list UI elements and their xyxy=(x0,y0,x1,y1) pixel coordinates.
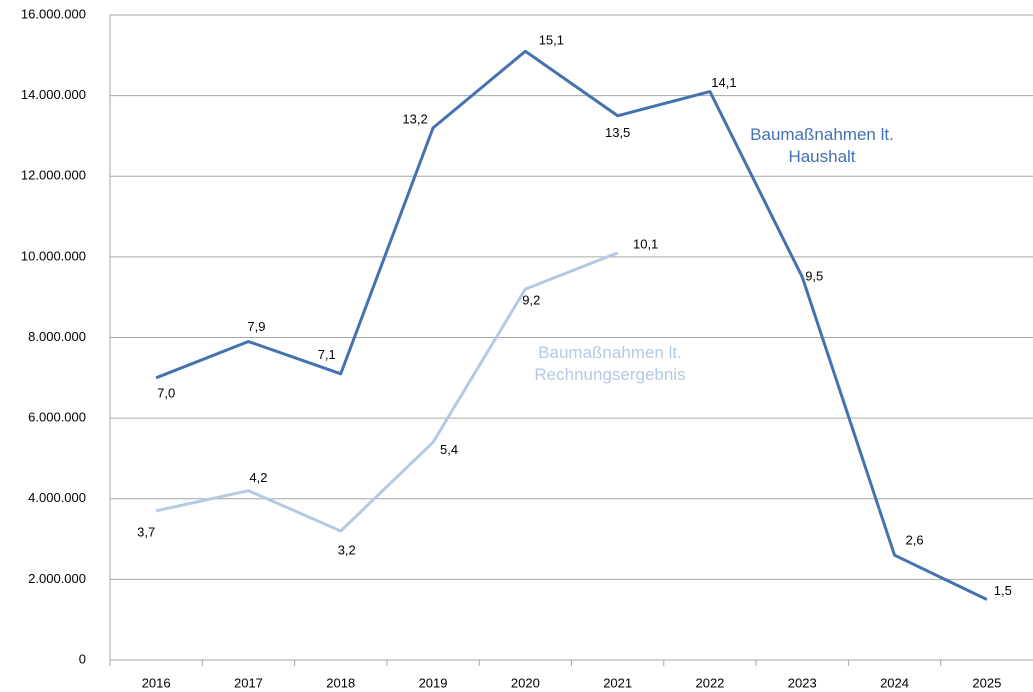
y-tick-label: 16.000.000 xyxy=(21,6,86,21)
x-tick-label: 2017 xyxy=(234,675,263,690)
series-line xyxy=(155,49,988,601)
data-label: 4,2 xyxy=(249,470,267,485)
series-label: Baumaßnahmen lt. Haushalt xyxy=(750,125,894,166)
data-label: 5,4 xyxy=(440,442,458,457)
y-tick-label: 2.000.000 xyxy=(28,571,86,586)
x-tick-label: 2020 xyxy=(511,675,540,690)
data-label: 14,1 xyxy=(711,75,736,90)
y-tick-label: 14.000.000 xyxy=(21,87,86,102)
series-label: Baumaßnahmen lt. Rechnungsergebnis xyxy=(534,343,686,384)
y-tick-label: 6.000.000 xyxy=(28,410,86,425)
data-label: 7,9 xyxy=(247,319,265,334)
data-label: 1,5 xyxy=(994,583,1012,598)
x-tick-label: 2023 xyxy=(788,675,817,690)
data-label: 7,1 xyxy=(318,347,336,362)
x-tick-label: 2018 xyxy=(326,675,355,690)
x-tick-label: 2024 xyxy=(880,675,909,690)
data-label: 9,2 xyxy=(522,293,540,308)
data-label: 9,5 xyxy=(805,268,823,283)
x-tick-label: 2016 xyxy=(142,675,171,690)
x-tick-label: 2019 xyxy=(419,675,448,690)
x-tick-label: 2021 xyxy=(603,675,632,690)
x-tick-label: 2025 xyxy=(972,675,1001,690)
y-tick-label: 8.000.000 xyxy=(28,329,86,344)
data-label: 7,0 xyxy=(157,385,175,400)
x-tick-label: 2022 xyxy=(695,675,724,690)
data-label: 15,1 xyxy=(539,33,564,48)
y-tick-label: 10.000.000 xyxy=(21,248,86,263)
series-line xyxy=(155,251,619,533)
y-tick-label: 0 xyxy=(79,651,86,666)
data-label: 13,5 xyxy=(605,125,630,140)
data-label: 3,2 xyxy=(338,542,356,557)
data-label: 10,1 xyxy=(633,236,658,251)
y-tick-label: 12.000.000 xyxy=(21,168,86,183)
y-tick-label: 4.000.000 xyxy=(28,490,86,505)
data-label: 13,2 xyxy=(402,111,427,126)
data-label: 3,7 xyxy=(137,524,155,539)
data-label: 2,6 xyxy=(906,533,924,548)
